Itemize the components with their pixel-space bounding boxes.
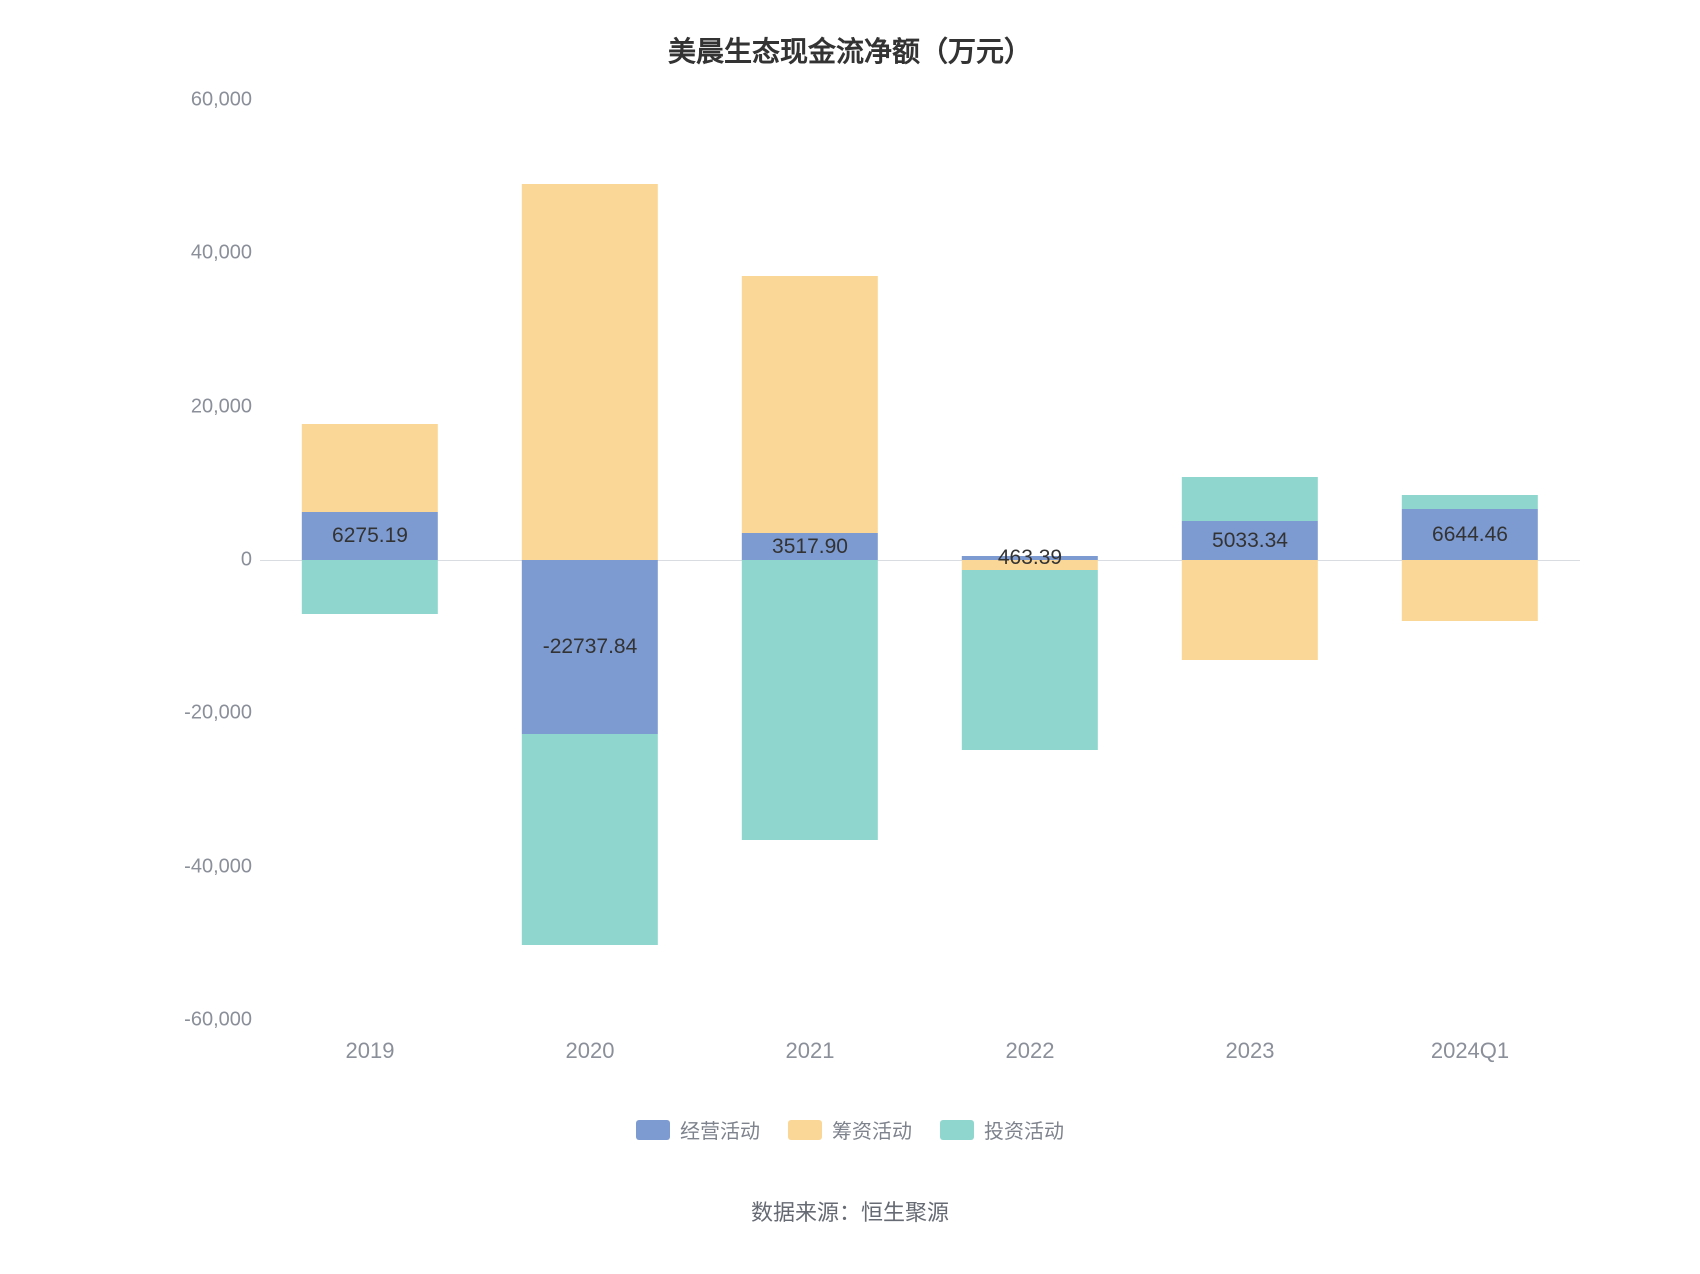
y-tick-label: 40,000 — [140, 242, 252, 265]
x-tick-label: 2022 — [1006, 1038, 1055, 1064]
bar-segment-investing — [302, 560, 438, 614]
y-tick-label: -20,000 — [140, 702, 252, 725]
x-tick-label: 2024Q1 — [1431, 1038, 1509, 1064]
bar-stack — [1182, 100, 1318, 1020]
bar-stack — [522, 100, 658, 1020]
legend-swatch — [788, 1120, 822, 1140]
y-tick-label: 0 — [140, 549, 252, 572]
legend-label: 筹资活动 — [832, 1115, 912, 1144]
x-tick-label: 2023 — [1226, 1038, 1275, 1064]
bar-stack — [742, 100, 878, 1020]
bar-stack — [1402, 100, 1538, 1020]
y-tick-label: 60,000 — [140, 89, 252, 112]
legend-item-financing[interactable]: 筹资活动 — [788, 1115, 912, 1144]
y-tick-label: 20,000 — [140, 395, 252, 418]
bar-segment-investing — [742, 560, 878, 840]
category: 2024Q16644.46 — [1360, 100, 1580, 1020]
x-tick-label: 2020 — [566, 1038, 615, 1064]
y-axis: -60,000-40,000-20,000020,00040,00060,000 — [140, 100, 260, 1020]
category: 20213517.90 — [700, 100, 920, 1020]
legend-item-operating[interactable]: 经营活动 — [636, 1115, 760, 1144]
legend: 经营活动 筹资活动 投资活动 — [0, 1115, 1700, 1146]
category: 2022463.39 — [920, 100, 1140, 1020]
x-tick-label: 2021 — [786, 1038, 835, 1064]
chart-title: 美晨生态现金流净额（万元） — [0, 0, 1700, 70]
legend-swatch — [636, 1120, 670, 1140]
legend-label: 投资活动 — [984, 1115, 1064, 1144]
category: 20196275.19 — [260, 100, 480, 1020]
y-tick-label: -60,000 — [140, 1009, 252, 1032]
category: 20235033.34 — [1140, 100, 1360, 1020]
plot-wrapper: -60,000-40,000-20,000020,00040,00060,000… — [140, 100, 1580, 1020]
bar-stack — [302, 100, 438, 1020]
y-tick-label: -40,000 — [140, 855, 252, 878]
x-tick-label: 2019 — [346, 1038, 395, 1064]
legend-item-investing[interactable]: 投资活动 — [940, 1115, 1064, 1144]
bar-segment-investing — [1402, 495, 1538, 509]
bar-segment-investing — [1182, 477, 1318, 521]
data-source-label: 数据来源：恒生聚源 — [0, 1195, 1700, 1227]
legend-label: 经营活动 — [680, 1115, 760, 1144]
bar-segment-investing — [522, 734, 658, 945]
chart-container: 美晨生态现金流净额（万元） -60,000 -40,000 -20,000 0 20,0… — [0, 0, 1700, 1274]
legend-swatch — [940, 1120, 974, 1140]
bar-segment-investing — [962, 570, 1098, 750]
bar-stack — [962, 100, 1098, 1020]
category: 2020-22737.84 — [480, 100, 700, 1020]
plot-area: 20196275.192020-22737.8420213517.9020224… — [260, 100, 1580, 1020]
